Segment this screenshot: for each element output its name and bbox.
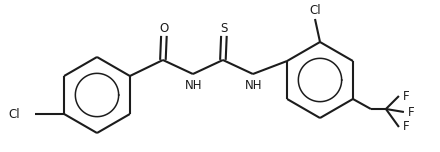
Text: Cl: Cl: [309, 5, 321, 17]
Text: F: F: [408, 105, 414, 119]
Text: O: O: [159, 21, 169, 35]
Text: NH: NH: [245, 79, 263, 92]
Text: F: F: [403, 121, 410, 133]
Text: NH: NH: [185, 79, 203, 92]
Text: F: F: [403, 90, 410, 102]
Text: Cl: Cl: [8, 107, 20, 121]
Text: S: S: [220, 21, 227, 35]
